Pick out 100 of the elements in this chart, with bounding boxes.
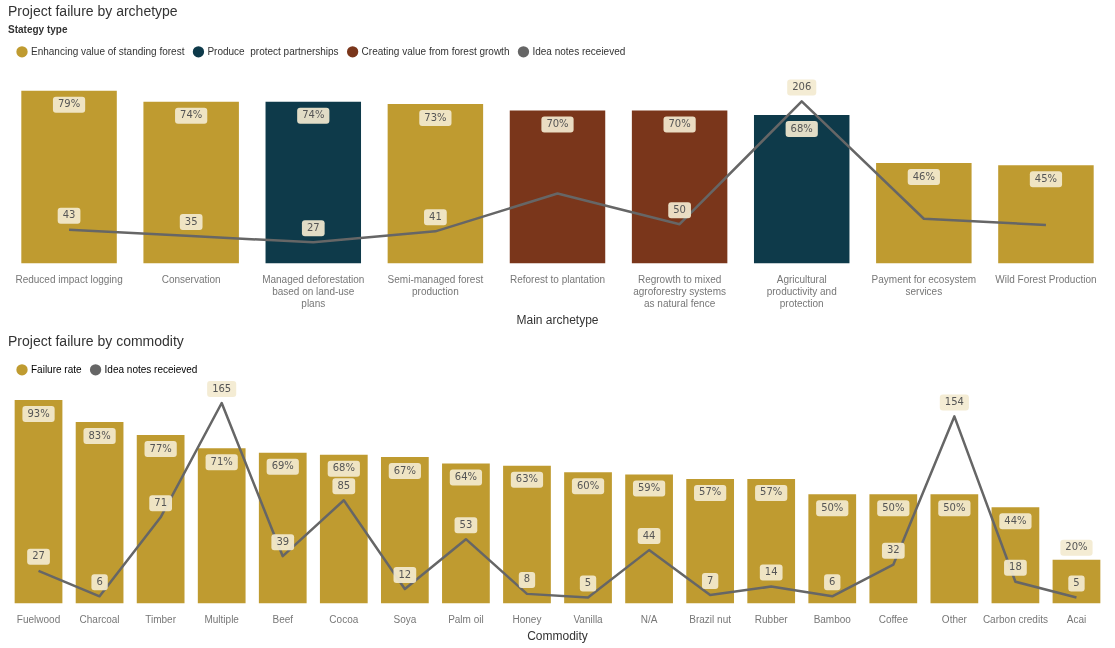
data-label: 165 — [212, 382, 232, 394]
data-label: 8 — [523, 573, 531, 585]
data-label: 46% — [912, 170, 935, 182]
data-label: 73% — [424, 111, 447, 123]
data-label: 70% — [668, 118, 691, 130]
x-tick-label: Acai — [1066, 614, 1087, 626]
data-label: 68% — [332, 462, 355, 474]
x-tick-label: Payment for ecosystem services — [871, 274, 977, 298]
data-label: 68% — [790, 122, 813, 134]
legend-label: Idea notes receieved — [104, 363, 198, 375]
data-label: 70% — [546, 118, 569, 130]
legend-label: Creating value from forest growth — [361, 45, 510, 57]
legend-label: Failure rate — [31, 363, 83, 375]
bar — [14, 400, 63, 604]
x-tick-label: Cocoa — [329, 614, 359, 626]
bar — [265, 101, 362, 264]
x-tick-label: Vanilla — [573, 614, 604, 626]
data-label: 53 — [459, 518, 473, 530]
data-label: 71% — [210, 455, 233, 467]
data-label: 39 — [276, 535, 290, 547]
legend-label: Enhancing value of standing forest — [31, 45, 185, 57]
x-tick-label: Managed deforestation based on land-use plans — [262, 274, 365, 310]
x-tick-label: Brazil nut — [689, 614, 732, 626]
data-label: 77% — [149, 442, 172, 454]
legend-label: Idea notes receieved — [532, 45, 626, 57]
chart-title: Project failure by archetype — [8, 3, 178, 20]
x-tick-label: Palm oil — [448, 614, 484, 626]
data-label: 14 — [764, 566, 778, 578]
data-label: 74% — [302, 109, 325, 121]
data-label: 50% — [821, 501, 844, 513]
data-label: 12 — [398, 568, 412, 580]
bar — [143, 101, 239, 264]
bar — [197, 448, 246, 604]
data-label: 64% — [454, 471, 478, 483]
bar — [753, 114, 850, 264]
x-tick-label: Rubber — [754, 614, 789, 626]
data-label: 85 — [337, 479, 351, 491]
data-label: 50 — [673, 203, 686, 215]
data-label: 5 — [584, 577, 592, 589]
bar — [75, 422, 124, 604]
x-tick-label: Conservation — [161, 274, 221, 286]
data-label: 83% — [88, 429, 111, 441]
data-label: 154 — [944, 396, 964, 407]
x-tick-label: Reforest to plantation — [509, 274, 606, 286]
data-label: 44 — [642, 529, 656, 541]
data-label: 57% — [699, 486, 722, 498]
data-label: 20% — [1065, 541, 1088, 553]
data-label: 93% — [27, 407, 50, 419]
x-tick-label: Multiple — [204, 614, 240, 626]
data-label: 43 — [62, 209, 76, 221]
data-label: 41 — [429, 210, 442, 222]
x-tick-label: Reduced impact logging — [15, 274, 123, 286]
x-axis-title: Commodity — [527, 629, 588, 644]
x-tick-label: Soya — [393, 614, 417, 626]
x-tick-label: Charcoal — [79, 614, 120, 626]
data-label: 35 — [184, 215, 198, 227]
bar — [509, 110, 606, 264]
chart-title: Project failure by commodity — [8, 333, 184, 350]
data-label: 63% — [515, 473, 539, 485]
x-tick-label: Other — [941, 614, 968, 626]
x-tick-label: Honey — [512, 614, 542, 626]
x-tick-label: Fuelwood — [16, 614, 61, 626]
x-tick-label: Regrowth to mixed agroforestry systems as natural fence — [633, 274, 727, 310]
x-tick-label: Agricultural productivity and protection — [766, 274, 837, 310]
data-label: 27 — [32, 550, 45, 562]
bar — [876, 163, 972, 264]
bar — [998, 165, 1094, 264]
data-label: 57% — [760, 486, 783, 498]
data-label: 32 — [886, 544, 900, 556]
data-label: 6 — [96, 575, 103, 587]
data-label: 27 — [306, 221, 320, 233]
bar — [503, 465, 551, 604]
data-label: 74% — [180, 109, 203, 121]
x-tick-label: Bamboo — [813, 614, 852, 626]
data-label: 206 — [792, 81, 812, 93]
data-label: 50% — [882, 501, 905, 513]
bar — [21, 90, 117, 264]
legend-label: Produce protect partnerships — [207, 45, 339, 57]
bar — [930, 494, 979, 604]
data-label: 79% — [57, 98, 81, 110]
data-label: 59% — [637, 482, 661, 494]
data-label: 44% — [1004, 514, 1027, 526]
bar — [387, 103, 484, 264]
data-label: 69% — [271, 460, 294, 472]
bar — [631, 110, 728, 264]
x-tick-label: N/A — [640, 614, 658, 626]
data-label: 45% — [1034, 172, 1058, 184]
x-tick-label: Semi-managed forest production — [387, 274, 484, 298]
data-label: 18 — [1009, 561, 1022, 573]
x-tick-label: Carbon credits — [982, 614, 1048, 626]
data-label: 6 — [829, 575, 836, 587]
data-label: 5 — [1073, 577, 1080, 589]
x-axis-title: Main archetype — [516, 313, 599, 328]
x-tick-label: Wild Forest Production — [995, 274, 1097, 286]
x-tick-label: Beef — [272, 614, 294, 626]
data-label: 71 — [154, 496, 168, 508]
data-label: 7 — [706, 574, 714, 586]
data-label: 50% — [943, 501, 966, 513]
x-tick-label: Timber — [145, 614, 177, 626]
data-label: 67% — [393, 464, 416, 476]
